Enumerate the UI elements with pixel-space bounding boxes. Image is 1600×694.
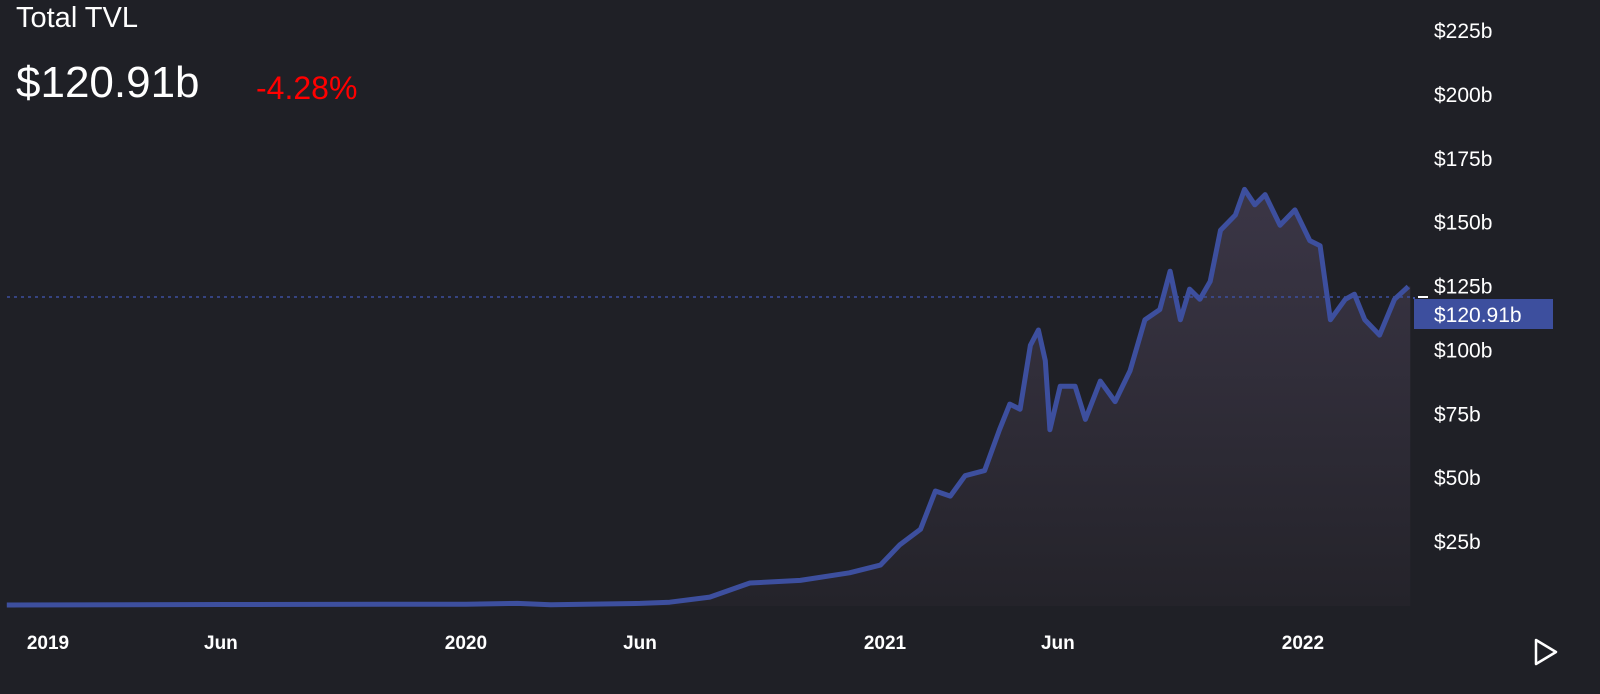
x-tick-label: Jun bbox=[623, 633, 657, 654]
y-tick-label: $100b bbox=[1434, 339, 1492, 362]
x-tick-label: 2019 bbox=[27, 633, 69, 654]
y-tick-label: $150b bbox=[1434, 212, 1492, 235]
y-tick-label: $175b bbox=[1434, 148, 1492, 171]
x-tick-label: Jun bbox=[204, 633, 238, 654]
chart-title: Total TVL bbox=[16, 2, 138, 34]
current-value-axis-label: $120.91b bbox=[1434, 304, 1522, 327]
y-tick-label: $125b bbox=[1434, 276, 1492, 299]
current-value: $120.91b bbox=[16, 58, 200, 107]
x-tick-label: 2021 bbox=[864, 633, 907, 654]
tvl-line bbox=[6, 186, 1410, 608]
x-tick-label: 2020 bbox=[445, 633, 487, 654]
y-tick-label: $75b bbox=[1434, 403, 1481, 426]
x-tick-label: Jun bbox=[1041, 633, 1075, 654]
current-value-label-bg bbox=[1414, 299, 1553, 330]
change-percent: -4.28% bbox=[256, 70, 358, 106]
y-tick-label: $200b bbox=[1434, 84, 1492, 107]
y-tick-label: $50b bbox=[1434, 467, 1481, 490]
y-tick-label: $225b bbox=[1434, 20, 1492, 43]
play-button[interactable] bbox=[1534, 638, 1558, 666]
play-triangle-icon[interactable] bbox=[1534, 638, 1558, 666]
x-tick-label: 2022 bbox=[1282, 633, 1324, 654]
area-fill bbox=[6, 189, 1411, 606]
y-tick-label: $25b bbox=[1434, 531, 1481, 554]
